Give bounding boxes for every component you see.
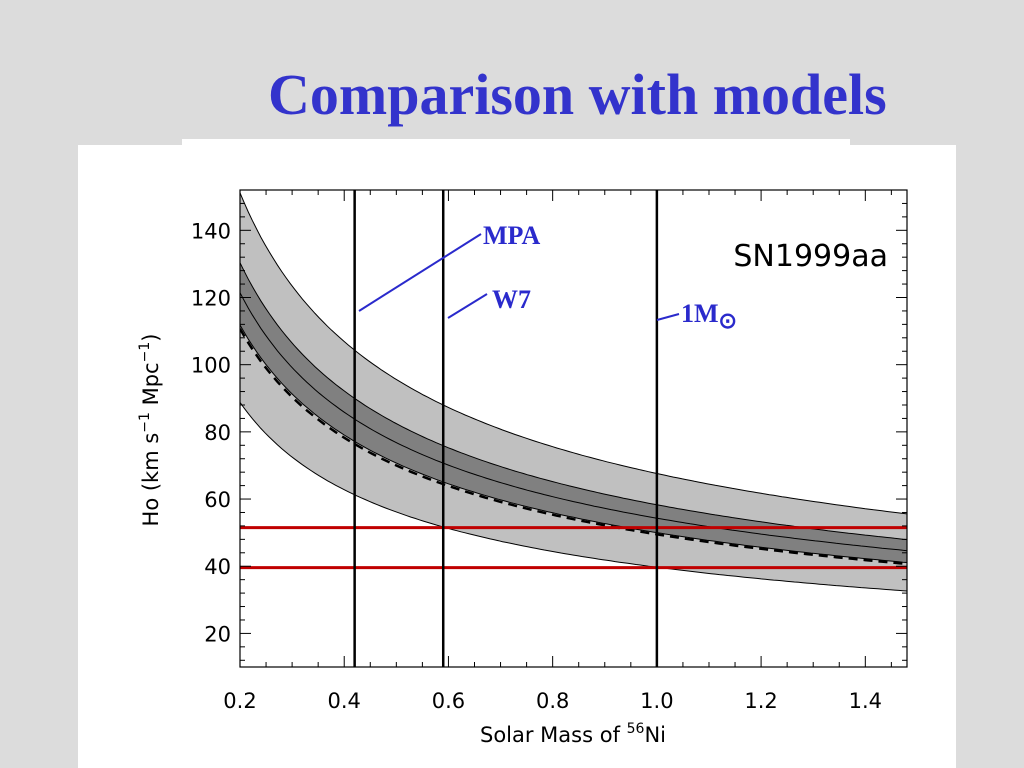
y-axis-label: Ho (km s−1 Mpc−1) — [137, 334, 163, 527]
x-axis-label: Solar Mass of 56Ni — [480, 721, 666, 747]
inner-band — [240, 262, 907, 564]
x-tick-label: 0.4 — [328, 689, 361, 713]
x-tick-label: 1.0 — [640, 689, 673, 713]
axes-frame — [239, 189, 908, 668]
y-axis-label-s1: −1 — [137, 412, 153, 433]
y-axis-label-s2: −1 — [137, 342, 153, 363]
y-tick-label: 20 — [204, 622, 231, 646]
slide-title: Comparison with models — [268, 62, 887, 127]
x-tick-label: 0.6 — [432, 689, 465, 713]
leader-line-mpa — [358, 233, 482, 312]
y-axis-label-p3: ) — [139, 334, 163, 342]
y-tick-label: 120 — [191, 286, 231, 310]
x-tick-label: 1.4 — [849, 689, 882, 713]
x-tick-label: 0.8 — [536, 689, 569, 713]
annotation-1msun-label: 1M — [681, 299, 719, 328]
annotation-1msun: 1M⊙ — [681, 299, 737, 333]
dashed-curve — [240, 328, 907, 566]
x-tick-label: 1.2 — [744, 689, 777, 713]
x-axis-label-suffix: Ni — [644, 723, 666, 747]
x-axis-label-text: Solar Mass of — [480, 723, 627, 747]
y-axis-label-p1: Ho (km s — [139, 433, 163, 527]
y-tick-label: 40 — [204, 555, 231, 579]
leader-line-1msun — [656, 313, 680, 321]
x-tick-label: 0.2 — [223, 689, 256, 713]
outer-band — [240, 192, 907, 592]
leader-line-w7 — [447, 293, 488, 319]
y-tick-label: 140 — [191, 219, 231, 243]
y-axis-label-p2: Mpc — [139, 362, 163, 412]
annotation-1msun-sun-symbol: ⊙ — [719, 308, 737, 333]
x-axis-label-sup: 56 — [627, 721, 645, 737]
annotation-mpa: MPA — [483, 221, 540, 250]
y-tick-label: 60 — [204, 488, 231, 512]
y-tick-label: 100 — [191, 354, 231, 378]
plot-area: 0.2 0.4 0.6 0.8 1.0 1.2 1.4 20 40 60 80 100 120 140 — [191, 189, 908, 713]
solid-curve — [240, 292, 907, 552]
y-tick-label: 80 — [204, 421, 231, 445]
annotation-w7: W7 — [492, 285, 531, 314]
chart-panel-tab — [182, 139, 850, 147]
chart-title: SN1999aa — [733, 239, 888, 274]
